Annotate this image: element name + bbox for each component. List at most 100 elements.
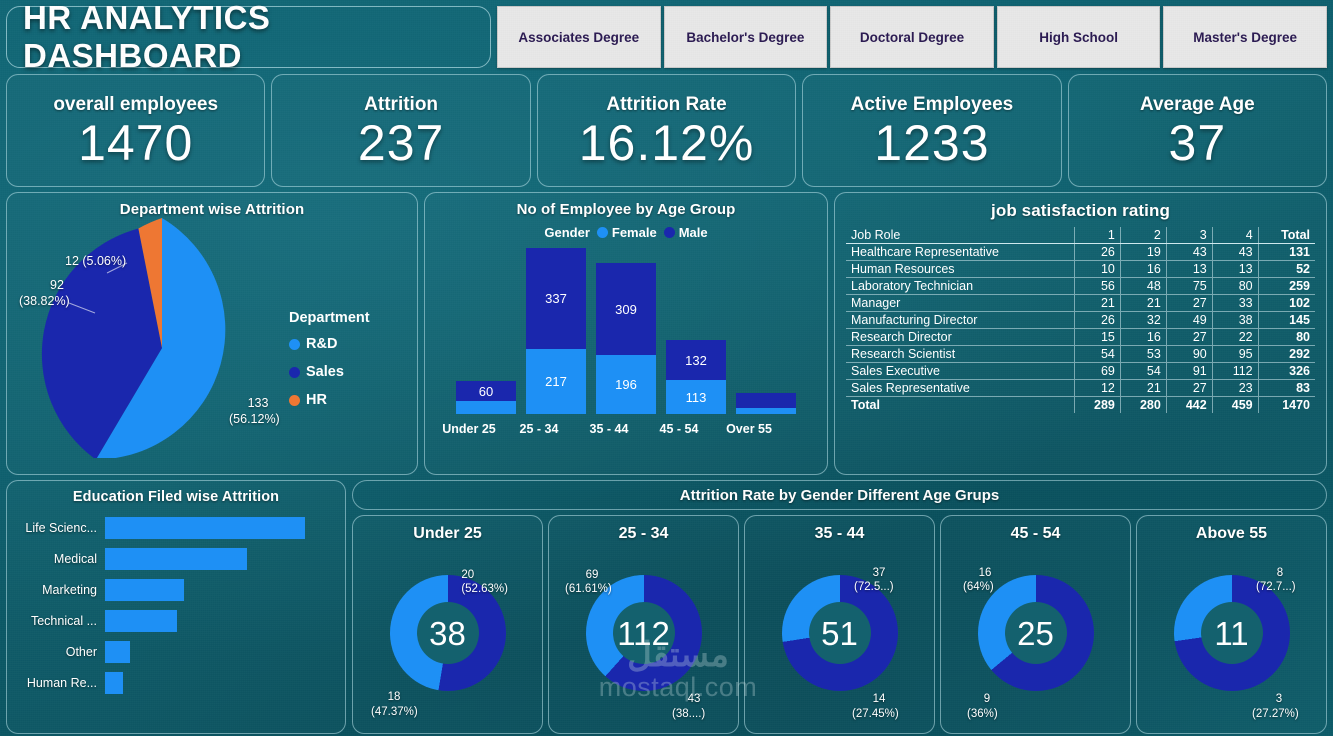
col-rating-4[interactable]: 4: [1211, 227, 1259, 244]
legend-dot-icon: [289, 338, 300, 350]
cell-r2: 53: [1119, 345, 1167, 363]
education-bar-medical[interactable]: [105, 548, 247, 570]
education-bar-human-resources[interactable]: [105, 672, 123, 694]
table-row[interactable]: Healthcare Representative 26 19 43 43 13…: [846, 243, 1315, 261]
pie-chart-title: Department wise Attrition: [119, 201, 305, 218]
bar-column-35-44[interactable]: 309 196 35 - 44: [590, 248, 656, 436]
table-row[interactable]: Manager 21 21 27 33 102: [846, 294, 1315, 312]
donut-label-male: 37 (72.5...): [854, 566, 904, 595]
donut-label-female-count: 18: [387, 691, 401, 704]
bar-segment-female[interactable]: [456, 401, 516, 414]
donut-chart[interactable]: 51: [781, 575, 898, 691]
cell-r3: 90: [1165, 345, 1213, 363]
kpi-card-active-employees: Active Employees 1233: [802, 74, 1062, 187]
bar-legend-item-female[interactable]: Female: [596, 225, 657, 240]
pie-label-rd: 133 (56.12%): [229, 396, 287, 427]
bar-legend-label: Female: [611, 225, 657, 240]
education-bar-technical[interactable]: [105, 610, 177, 632]
bar-segment-female[interactable]: 217: [526, 349, 586, 414]
pie-chart-svg[interactable]: [7, 218, 419, 460]
education-bar-row[interactable]: Human Re...: [13, 672, 331, 694]
bar-column-under-25[interactable]: 60 Under 25: [442, 248, 516, 436]
table-row[interactable]: Manufacturing Director 26 32 49 38 145: [846, 311, 1315, 329]
bar-stack: 60: [456, 248, 516, 414]
donut-center-value: 25: [1017, 614, 1054, 652]
donut-label-female: 14 (27.45%): [852, 692, 906, 721]
donut-chart[interactable]: 25: [977, 575, 1094, 691]
donut-holder: 25: [941, 553, 1130, 713]
bar-column-over-55[interactable]: Over 55: [726, 248, 796, 436]
table-row[interactable]: Laboratory Technician 56 48 75 80 259: [846, 277, 1315, 295]
donut-label-female-count: 9: [983, 693, 991, 706]
bar-segment-male[interactable]: 60: [456, 381, 516, 401]
pie-slice-rd[interactable]: [95, 218, 226, 460]
donut-label-male-count: 20: [461, 569, 475, 581]
bar-stack: 132 113: [666, 248, 726, 414]
pie-slice-hr[interactable]: [138, 218, 162, 348]
cell-r2: 32: [1119, 311, 1167, 329]
pie-legend-item-sales[interactable]: Sales: [289, 364, 370, 380]
slicer-masters-degree[interactable]: Master's Degree: [1163, 6, 1327, 68]
table-row[interactable]: Human Resources 10 16 13 13 52: [846, 260, 1315, 278]
col-rating-3[interactable]: 3: [1165, 227, 1213, 244]
donut-center: 11: [1200, 602, 1263, 664]
pie-slice-sales[interactable]: [41, 228, 162, 460]
bar-column-45-54[interactable]: 132 113 45 - 54: [660, 248, 726, 436]
col-total[interactable]: Total: [1257, 227, 1315, 244]
bar-category-label: Under 25: [442, 422, 496, 436]
education-chart-title: Education Filed wise Attrition: [72, 489, 280, 505]
table-row[interactable]: Research Scientist 54 53 90 95 292: [846, 345, 1315, 363]
donut-label-male-pct: (52.63%): [461, 583, 508, 596]
cell-total: 1470: [1257, 396, 1315, 413]
bar-legend-item-male[interactable]: Male: [663, 225, 708, 240]
donut-chart[interactable]: 112: [585, 575, 702, 691]
bar-segment-female[interactable]: [736, 408, 796, 414]
slicer-bachelors-degree[interactable]: Bachelor's Degree: [663, 6, 828, 68]
education-bar-row[interactable]: Technical ...: [13, 610, 331, 632]
table-header-row: Job Role 1 2 3 4 Total: [846, 227, 1315, 244]
education-bar-life-sciences[interactable]: [105, 517, 305, 539]
education-bar-row[interactable]: Other: [13, 641, 331, 663]
bar-segment-male[interactable]: [736, 393, 796, 408]
education-bar-other[interactable]: [105, 641, 130, 663]
middle-row: Department wise Attrition 12 (5.06%) 92 …: [6, 192, 1327, 475]
slicer-associates-degree[interactable]: Associates Degree: [497, 6, 661, 68]
education-slicer[interactable]: Associates Degree Bachelor's Degree Doct…: [497, 6, 1327, 68]
bar-column-25-34[interactable]: 337 217 25 - 34: [520, 248, 586, 436]
donut-holder: 51: [745, 553, 934, 713]
pie-legend-item-hr[interactable]: HR: [289, 392, 370, 408]
cell-r3: 27: [1165, 328, 1213, 346]
bar-segment-male[interactable]: 309: [596, 263, 656, 355]
pie-legend-item-rd[interactable]: R&D: [289, 336, 370, 352]
bar-segment-female[interactable]: 113: [666, 380, 726, 414]
bar-chart-legend: Gender Female Male: [425, 225, 827, 240]
education-bar-row[interactable]: Medical: [13, 548, 331, 570]
table-row[interactable]: Sales Executive 69 54 91 112 326: [846, 362, 1315, 380]
table-head: Job Role 1 2 3 4 Total: [846, 227, 1315, 244]
slicer-high-school[interactable]: High School: [996, 6, 1161, 68]
col-rating-1[interactable]: 1: [1073, 227, 1121, 244]
bar-segment-male[interactable]: 132: [666, 340, 726, 380]
legend-dot-icon: [663, 227, 675, 238]
education-bar-row[interactable]: Marketing: [13, 579, 331, 601]
slicer-doctoral-degree[interactable]: Doctoral Degree: [830, 6, 994, 68]
donut-chart[interactable]: 38: [389, 575, 506, 691]
donut-center-value: 38: [429, 614, 466, 652]
pie-leader-line-sales: [68, 302, 96, 314]
table-row[interactable]: Sales Representative 12 21 27 23 83: [846, 379, 1315, 397]
bar-chart-plot-area: 60 Under 25 337 217 25 - 34 309: [425, 248, 827, 438]
pie-chart-body: 12 (5.06%) 92 (38.82%) 133 (56.12%) Depa…: [7, 218, 419, 460]
donut-chart[interactable]: 11: [1173, 575, 1290, 691]
bar-segment-female[interactable]: 196: [596, 355, 656, 414]
table-body: Healthcare Representative 26 19 43 43 13…: [846, 243, 1315, 413]
education-bar-marketing[interactable]: [105, 579, 184, 601]
bar-segment-male[interactable]: 337: [526, 248, 586, 349]
education-bar-row[interactable]: Life Scienc...: [13, 517, 331, 539]
col-rating-2[interactable]: 2: [1119, 227, 1167, 244]
pie-legend-label: HR: [306, 392, 327, 408]
bar-stack: [736, 248, 796, 414]
col-job-role[interactable]: Job Role: [846, 227, 1075, 244]
cell-r4: 38: [1211, 311, 1259, 329]
table-row[interactable]: Research Director 15 16 27 22 80: [846, 328, 1315, 346]
kpi-label: Attrition: [364, 93, 439, 115]
